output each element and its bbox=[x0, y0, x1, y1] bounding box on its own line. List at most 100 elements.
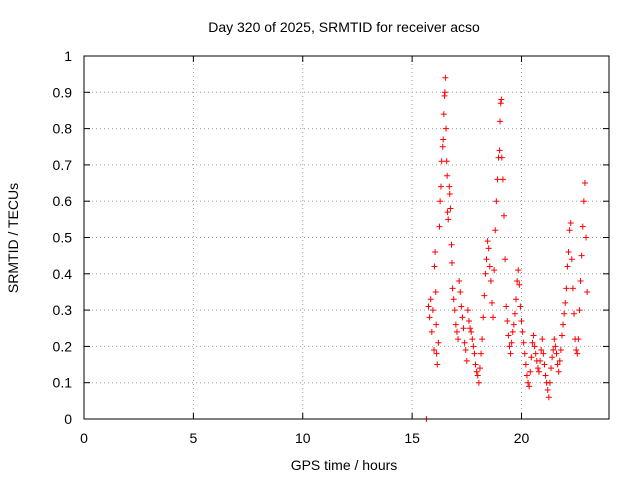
data-point bbox=[433, 350, 440, 357]
data-point bbox=[449, 285, 456, 292]
data-point bbox=[462, 347, 469, 354]
data-point bbox=[518, 317, 525, 324]
data-point bbox=[444, 172, 451, 179]
data-point bbox=[509, 328, 516, 335]
data-point bbox=[532, 350, 539, 357]
data-point bbox=[540, 350, 547, 357]
data-point bbox=[534, 365, 541, 372]
data-point bbox=[498, 154, 505, 161]
data-point bbox=[555, 368, 562, 375]
data-point bbox=[469, 336, 476, 343]
data-point bbox=[480, 314, 487, 321]
data-point bbox=[568, 256, 575, 263]
data-point bbox=[553, 350, 560, 357]
y-tick-label: 0 bbox=[64, 411, 72, 427]
data-point bbox=[577, 278, 584, 285]
data-point bbox=[488, 299, 495, 306]
x-tick-label: 5 bbox=[189, 430, 197, 446]
data-point bbox=[439, 143, 446, 150]
data-point bbox=[517, 303, 524, 310]
data-point bbox=[548, 365, 555, 372]
data-point bbox=[486, 263, 493, 270]
data-point bbox=[461, 339, 468, 346]
data-point bbox=[436, 223, 443, 230]
data-point bbox=[507, 350, 514, 357]
y-tick-label: 0.7 bbox=[53, 157, 73, 173]
y-tick-label: 0.9 bbox=[53, 84, 73, 100]
y-tick-label: 0.6 bbox=[53, 193, 73, 209]
data-point bbox=[574, 350, 581, 357]
data-point bbox=[584, 288, 591, 295]
data-point bbox=[435, 339, 442, 346]
data-point bbox=[453, 328, 460, 335]
data-point bbox=[523, 372, 530, 379]
data-point bbox=[562, 299, 569, 306]
data-point bbox=[426, 314, 433, 321]
data-point bbox=[563, 285, 570, 292]
data-point bbox=[521, 350, 528, 357]
data-point bbox=[565, 249, 572, 256]
data-point bbox=[528, 354, 535, 361]
data-point bbox=[566, 227, 573, 234]
data-point bbox=[519, 328, 526, 335]
data-point bbox=[443, 125, 450, 132]
x-tick-label: 15 bbox=[404, 430, 420, 446]
data-point bbox=[441, 89, 448, 96]
data-point bbox=[428, 328, 435, 335]
data-point bbox=[545, 394, 552, 401]
data-point bbox=[522, 361, 529, 368]
x-axis-ticks: 0 5 10 15 20 bbox=[80, 56, 529, 446]
data-point bbox=[569, 285, 576, 292]
data-point bbox=[451, 307, 458, 314]
data-point bbox=[475, 379, 482, 386]
data-point bbox=[501, 212, 507, 219]
x-axis-label: GPS time / hours bbox=[291, 457, 398, 473]
data-point bbox=[467, 325, 474, 332]
data-point bbox=[510, 321, 517, 328]
y-tick-label: 0.1 bbox=[53, 375, 73, 391]
data-point bbox=[550, 347, 557, 354]
data-point bbox=[433, 321, 440, 328]
data-point bbox=[485, 245, 492, 252]
data-point bbox=[497, 118, 504, 125]
chart-title: Day 320 of 2025, SRMTID for receiver acs… bbox=[208, 19, 480, 35]
data-point bbox=[460, 325, 467, 332]
data-point bbox=[437, 198, 444, 205]
data-point bbox=[530, 332, 537, 339]
data-point bbox=[443, 158, 450, 165]
data-point bbox=[476, 365, 483, 372]
y-tick-label: 1 bbox=[64, 48, 72, 64]
data-point bbox=[554, 361, 561, 368]
data-point bbox=[483, 256, 490, 263]
data-point bbox=[479, 336, 486, 343]
data-point bbox=[491, 267, 498, 274]
data-point bbox=[511, 310, 518, 317]
data-point bbox=[503, 303, 510, 310]
data-point bbox=[487, 278, 494, 285]
data-point bbox=[445, 216, 452, 223]
x-tick-label: 0 bbox=[80, 430, 88, 446]
data-point bbox=[429, 307, 436, 314]
grid-lines bbox=[84, 56, 609, 419]
data-point bbox=[578, 252, 585, 259]
data-point bbox=[432, 249, 439, 256]
data-point bbox=[560, 321, 567, 328]
data-point bbox=[490, 314, 497, 321]
data-point bbox=[513, 296, 520, 303]
data-point bbox=[468, 328, 475, 335]
plot-area-border bbox=[83, 55, 610, 420]
data-point bbox=[561, 310, 568, 317]
data-point bbox=[526, 383, 533, 390]
y-tick-label: 0.3 bbox=[53, 302, 73, 318]
data-point bbox=[581, 180, 588, 187]
y-tick-label: 0.4 bbox=[53, 266, 73, 282]
data-point bbox=[557, 347, 564, 354]
data-point bbox=[425, 303, 432, 310]
data-point bbox=[466, 317, 472, 324]
x-tick-label: 20 bbox=[514, 430, 530, 446]
data-point bbox=[452, 321, 459, 328]
data-point bbox=[556, 357, 563, 364]
data-point bbox=[431, 263, 438, 270]
data-point bbox=[542, 372, 549, 379]
